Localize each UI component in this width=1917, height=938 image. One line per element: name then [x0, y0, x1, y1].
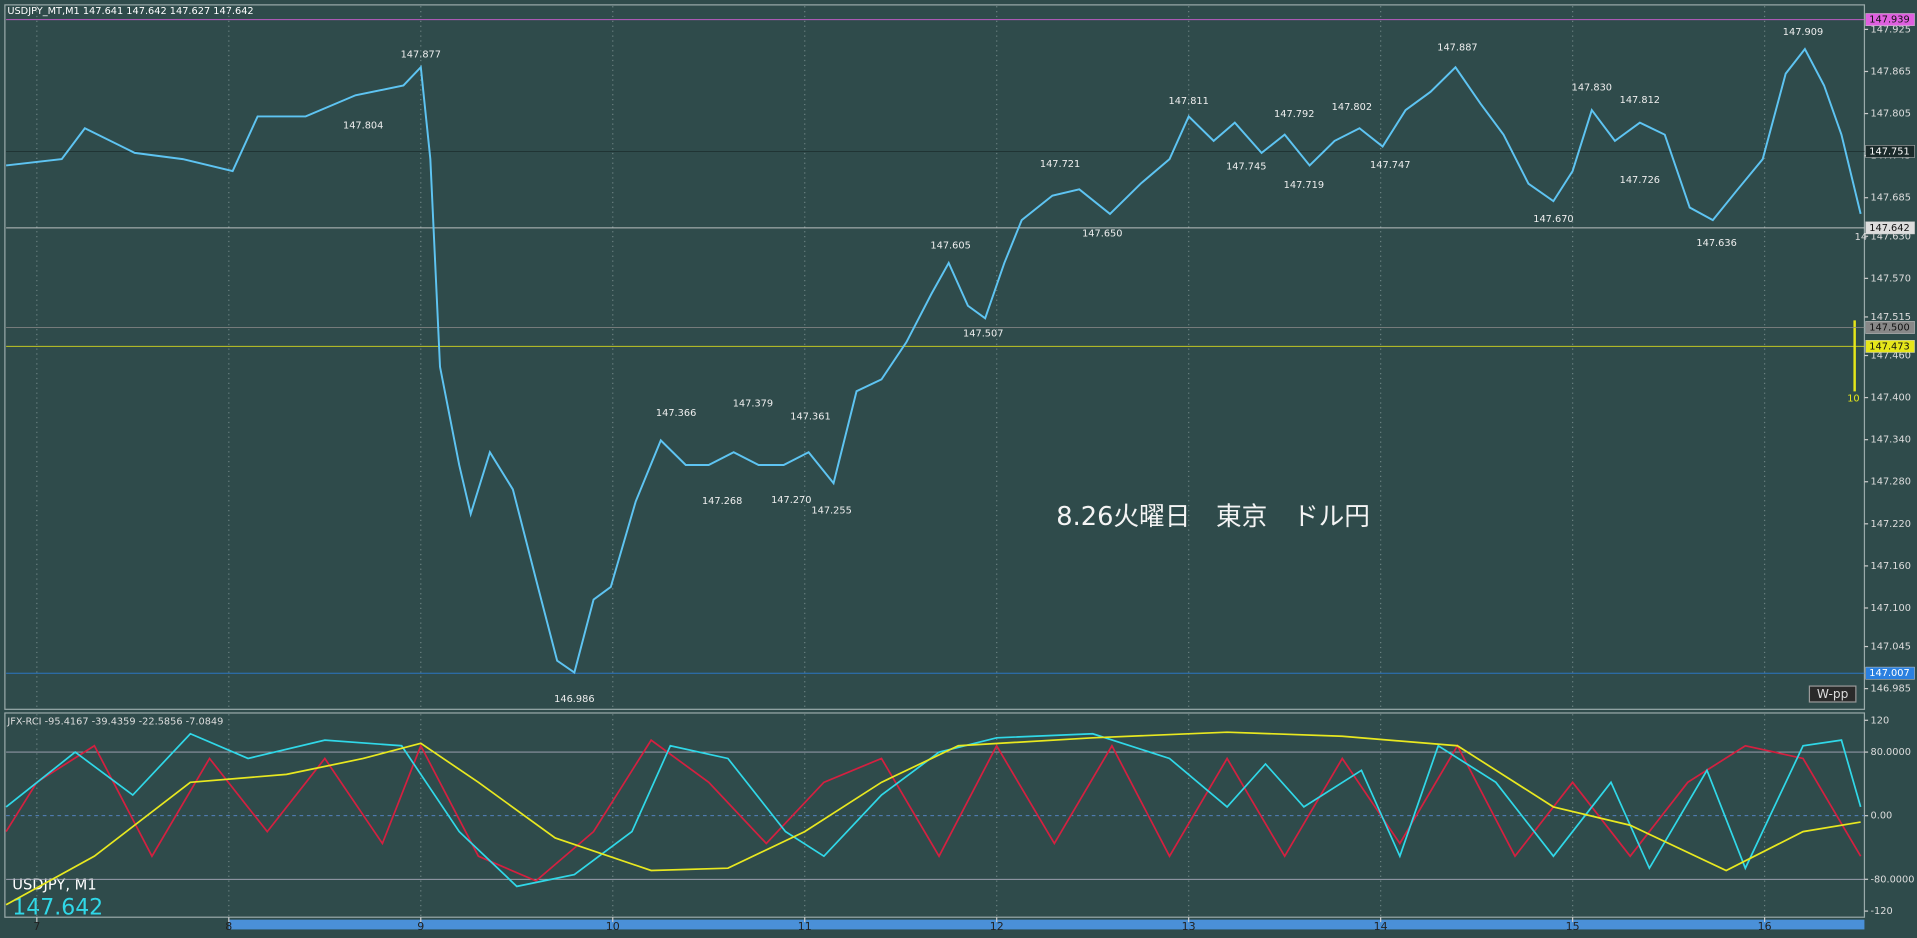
- price-tag-label: 147.007: [1869, 668, 1909, 679]
- price-line: [6, 47, 1862, 675]
- price-tag-label: 147.939: [1869, 15, 1909, 26]
- indicator-line: [5, 738, 1862, 882]
- extreme-label: 147.650: [1082, 228, 1122, 239]
- extreme-label: 147.909: [1783, 27, 1823, 38]
- y-tick-label: -120: [1871, 906, 1893, 917]
- x-tick-label: 16: [1758, 920, 1772, 933]
- y-tick-label: 147.630: [1871, 231, 1911, 242]
- x-tick-label: 7: [33, 920, 40, 933]
- y-tick-label: 147.340: [1871, 435, 1911, 446]
- extreme-label: 147.670: [1533, 214, 1573, 225]
- extreme-label: 147.877: [401, 50, 441, 61]
- marker-label: 14: [1855, 232, 1867, 243]
- indicator-line: [5, 732, 1862, 888]
- x-tick-label: 10: [606, 920, 620, 933]
- extreme-label: 147.811: [1168, 96, 1208, 107]
- y-tick-label: 147.805: [1871, 109, 1911, 120]
- y-tick-label: 147.865: [1871, 66, 1911, 77]
- extreme-label: 146.986: [554, 694, 594, 705]
- extreme-label: 147.268: [702, 496, 742, 507]
- y-tick-label: 147.220: [1871, 519, 1911, 530]
- x-tick-label: 13: [1182, 920, 1196, 933]
- x-tick-label: 15: [1566, 920, 1580, 933]
- y-tick-label: 147.925: [1871, 24, 1911, 35]
- y-tick-label: 147.045: [1871, 642, 1911, 653]
- price-tag-label: 147.642: [1869, 223, 1909, 234]
- extreme-label: 147.366: [656, 408, 696, 419]
- marker-label: 10: [1847, 394, 1859, 405]
- time-highlight: [228, 919, 1865, 930]
- x-tick-label: 9: [417, 920, 424, 933]
- extreme-label: 147.361: [790, 411, 830, 422]
- y-tick-label: 146.985: [1871, 684, 1911, 695]
- y-tick-label: 0.00: [1871, 811, 1893, 822]
- price-tag: [1865, 666, 1915, 680]
- y-tick-label: 147.100: [1871, 603, 1911, 614]
- extreme-label: 147.802: [1332, 102, 1372, 113]
- extreme-label: 147.719: [1284, 180, 1324, 191]
- price-tag: [1865, 145, 1915, 158]
- chart-title: USDJPY_MT,M1 147.641 147.642 147.627 147…: [7, 6, 253, 17]
- price-tag-label: 147.751: [1869, 146, 1909, 157]
- extreme-label: 147.747: [1370, 160, 1410, 171]
- price-tag-label: 147.473: [1869, 341, 1909, 352]
- w-pp-label[interactable]: W-pp: [1817, 687, 1849, 701]
- extreme-label: 147.255: [811, 505, 851, 516]
- indicator-title: JFX-RCI -95.4167 -39.4359 -22.5856 -7.08…: [6, 717, 223, 728]
- y-tick-label: -80.0000: [1871, 874, 1915, 885]
- y-tick-label: 147.570: [1871, 273, 1911, 284]
- annotation: 8.26火曜日 東京 ドル円: [1056, 502, 1370, 532]
- extreme-label: 147.636: [1696, 238, 1736, 249]
- extreme-label: 147.812: [1620, 95, 1660, 106]
- price-tag: [1865, 13, 1915, 26]
- extreme-label: 147.792: [1274, 109, 1314, 120]
- extreme-label: 147.804: [343, 120, 383, 131]
- price-tag-label: 147.500: [1869, 322, 1909, 333]
- y-tick-label: 147.400: [1871, 393, 1911, 404]
- extreme-label: 147.726: [1620, 175, 1660, 186]
- price-tag: [1865, 340, 1915, 353]
- x-tick-label: 11: [798, 920, 812, 933]
- y-tick-label: 80.0000: [1871, 747, 1911, 758]
- extreme-label: 147.270: [771, 495, 811, 506]
- y-tick-label: 147.685: [1871, 193, 1911, 204]
- extreme-label: 147.721: [1040, 159, 1080, 170]
- x-tick-label: 12: [990, 920, 1004, 933]
- price-tag: [1865, 221, 1915, 235]
- extreme-label: 147.605: [930, 240, 970, 251]
- indicator-line: [5, 731, 1861, 906]
- y-tick-label: 147.280: [1871, 477, 1911, 488]
- extreme-label: 147.379: [733, 399, 773, 410]
- y-tick-label: 147.460: [1871, 351, 1911, 362]
- last-price: 147.642: [12, 896, 103, 921]
- price-tag: [1865, 321, 1915, 334]
- main-frame: [4, 4, 1866, 710]
- w-pp-button[interactable]: [1808, 685, 1857, 703]
- x-tick-label: 8: [225, 920, 232, 933]
- y-tick-label: 147.160: [1871, 561, 1911, 572]
- x-tick-label: 14: [1374, 920, 1388, 933]
- extreme-label: 147.830: [1572, 82, 1612, 93]
- y-tick-label: 120: [1871, 715, 1890, 726]
- y-tick-label: 147.515: [1871, 312, 1911, 323]
- extreme-label: 147.887: [1437, 42, 1477, 53]
- extreme-label: 147.745: [1226, 162, 1266, 173]
- extreme-label: 147.507: [963, 329, 1003, 340]
